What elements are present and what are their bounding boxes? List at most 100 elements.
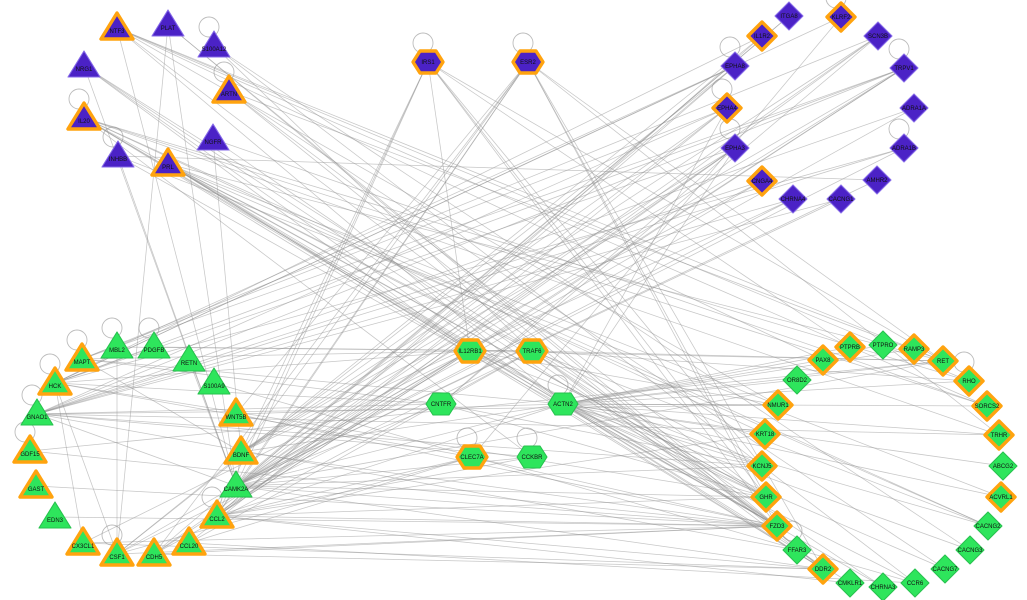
node-CACNG2[interactable]: CACNG2 xyxy=(973,511,1003,541)
diamond-shape xyxy=(746,165,778,197)
triangle-shape xyxy=(99,537,135,567)
triangle-shape xyxy=(66,101,102,131)
node-ADRA1A[interactable]: ADRA1A xyxy=(899,93,929,123)
diamond-shape xyxy=(746,20,778,52)
triangle-shape xyxy=(219,470,253,498)
node-GAST[interactable]: GAST xyxy=(18,469,54,499)
edge-ACTN2-DDR2 xyxy=(562,403,824,570)
diamond-shape xyxy=(900,568,930,598)
node-RAMP3[interactable]: RAMP3 xyxy=(898,333,930,365)
edge-S100A12-CACNG3 xyxy=(213,45,971,551)
node-CMKLR1[interactable]: CMKLR1 xyxy=(835,568,865,598)
edge-FZD3-GDF15 xyxy=(29,450,778,527)
edge-ACTN2-OR8D2 xyxy=(562,379,798,405)
node-CACNG3[interactable]: CACNG3 xyxy=(955,535,985,565)
edge-TRPV1-CDH5 xyxy=(153,67,905,555)
edge-ACTN2-WNT5B xyxy=(235,403,564,415)
node-CACNG1[interactable]: CACNG1 xyxy=(826,184,856,214)
edge-IL12RB1-CSF1 xyxy=(116,350,471,555)
node-ESR2[interactable]: ESR2 xyxy=(511,49,545,75)
diamond-shape xyxy=(985,481,1017,513)
edge-ACTN2-FZD3 xyxy=(562,403,778,527)
node-ACTN2[interactable]: ACTN2 xyxy=(547,392,579,416)
edge-TRPV1-HCK xyxy=(54,67,905,384)
node-IRS1[interactable]: IRS1 xyxy=(411,49,445,75)
edge-CHRNA4-BDNF xyxy=(240,198,794,453)
node-ITGA8[interactable]: ITGA8 xyxy=(774,1,804,31)
node-CCR6[interactable]: CCR6 xyxy=(900,568,930,598)
edge-TRPV1-MAPT xyxy=(81,67,905,360)
edge-NGFR-SORCS2 xyxy=(212,138,988,407)
node-NTF3[interactable]: NTF3 xyxy=(99,11,135,41)
diamond-shape xyxy=(750,481,782,513)
edge-ESR2-WNT5B xyxy=(235,61,529,415)
edge-ACTN2-CAMK2A xyxy=(235,403,564,487)
node-CX3CL1[interactable]: CX3CL1 xyxy=(65,526,101,556)
diamond-shape xyxy=(863,21,893,51)
diamond-shape xyxy=(927,345,959,377)
node-CLEC7A[interactable]: CLEC7A xyxy=(455,444,489,470)
diamond-shape xyxy=(889,53,919,83)
edge-IRS1-PTPRB xyxy=(427,61,851,348)
node-NRG1[interactable]: NRG1 xyxy=(67,50,101,78)
node-TRHR[interactable]: TRHR xyxy=(983,419,1015,451)
diamond-shape xyxy=(711,92,743,124)
edge-NGFR-FZD3 xyxy=(212,138,778,527)
node-SORCS2[interactable]: SORCS2 xyxy=(971,390,1003,422)
diamond-shape xyxy=(720,51,750,81)
edge-ITGA8-CAMK2A xyxy=(235,15,790,487)
diamond-shape xyxy=(749,418,781,450)
node-TRAF6[interactable]: TRAF6 xyxy=(515,338,549,364)
edge-INHBB-ACVRL1 xyxy=(117,155,1002,498)
edge-EPHA3-CCL2 xyxy=(216,147,736,517)
node-AMHR2[interactable]: AMHR2 xyxy=(862,165,892,195)
diamond-shape xyxy=(746,450,778,482)
node-RET[interactable]: RET xyxy=(927,345,959,377)
diamond-shape xyxy=(782,535,812,565)
node-ABCG2[interactable]: ABCG2 xyxy=(988,451,1018,481)
node-FZD3[interactable]: FZD3 xyxy=(761,510,793,542)
node-PLAT[interactable]: PLAT xyxy=(151,9,185,37)
self-loop-INHBB xyxy=(102,126,124,148)
node-CNTFR[interactable]: CNTFR xyxy=(425,392,457,416)
node-IL12RB1[interactable]: IL12RB1 xyxy=(453,338,487,364)
edge-ACTN2-NMUR1 xyxy=(562,403,779,406)
node-KCNJ5[interactable]: KCNJ5 xyxy=(746,450,778,482)
edge-INHBB-CAMK2A xyxy=(117,155,237,487)
node-CNGA4[interactable]: CNGA4 xyxy=(746,165,778,197)
node-EDN3[interactable]: EDN3 xyxy=(38,501,72,529)
edge-ARTN-CACNG7 xyxy=(228,90,946,570)
edge-ESR2-BDNF xyxy=(240,61,529,453)
edge-EPHA3-HCK xyxy=(54,147,736,384)
edge-TRAF6-FZD3 xyxy=(531,350,778,527)
edge-EPHA4-GNAO1 xyxy=(36,107,728,415)
edge-DDR2-CCL2 xyxy=(216,515,824,570)
triangle-shape xyxy=(136,537,172,567)
self-loop-S100A12 xyxy=(198,16,220,38)
node-PTPRB[interactable]: PTPRB xyxy=(834,331,866,363)
node-NGFR[interactable]: NGFR xyxy=(196,123,230,151)
diamond-shape xyxy=(782,365,812,395)
edge-IRS1-IL12RB1 xyxy=(427,61,471,352)
edge-KCNJ5-CAMK2A xyxy=(235,465,763,487)
diamond-shape xyxy=(868,572,898,600)
edge-TRAF6-RHO xyxy=(531,350,970,382)
node-CCKBR[interactable]: CCKBR xyxy=(516,445,548,469)
diamond-shape xyxy=(774,1,804,31)
node-SCN3B[interactable]: SCN3B xyxy=(863,21,893,51)
edge-CNTFR-GHR xyxy=(440,403,767,498)
nodes-layer: NTF3 PLATS100A12NRG1ARTNIL20NGFRINHBBPRLI… xyxy=(12,1,1018,600)
edge-ACTN2-PTPRB xyxy=(562,346,851,405)
edge-ACTN2-ABCG2 xyxy=(562,403,1004,467)
triangle-shape xyxy=(197,30,231,58)
self-loop-PDGFB xyxy=(138,317,160,339)
edge-PDGFB-HCK xyxy=(54,346,155,384)
edge-FZD3-WNT5B xyxy=(235,413,778,527)
edge-IL12RB1-HCK xyxy=(54,350,471,384)
diamond-shape xyxy=(868,330,898,360)
node-ACVRL1[interactable]: ACVRL1 xyxy=(985,481,1017,513)
edge-CLEC7A-CSF1 xyxy=(116,456,473,555)
node-CACNG7[interactable]: CACNG7 xyxy=(930,554,960,584)
node-IL1R2[interactable]: IL1R2 xyxy=(746,20,778,52)
